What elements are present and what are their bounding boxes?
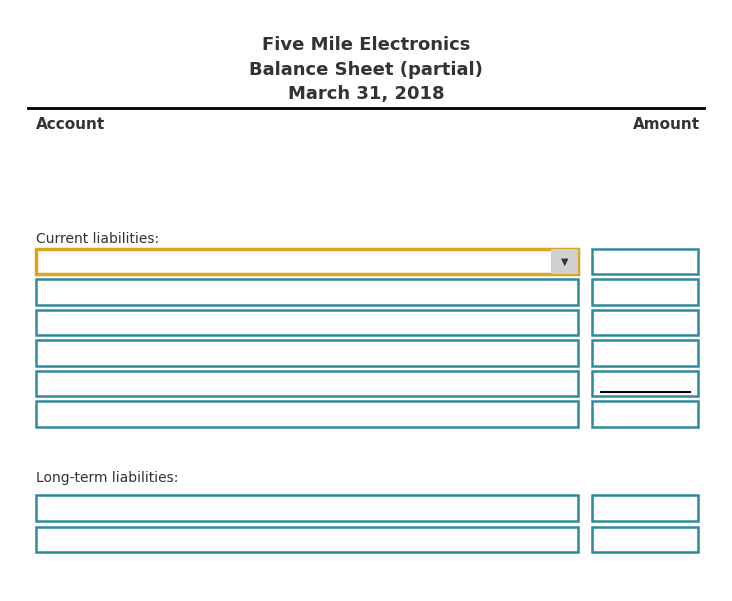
Text: Five Mile Electronics: Five Mile Electronics [262, 36, 470, 54]
Text: Balance Sheet (partial): Balance Sheet (partial) [249, 61, 483, 79]
Text: Account: Account [36, 117, 105, 132]
FancyBboxPatch shape [592, 401, 698, 427]
Text: Long-term liabilities:: Long-term liabilities: [36, 471, 178, 485]
Text: March 31, 2018: March 31, 2018 [288, 85, 444, 103]
FancyBboxPatch shape [36, 249, 578, 274]
FancyBboxPatch shape [592, 310, 698, 335]
FancyBboxPatch shape [36, 495, 578, 520]
FancyBboxPatch shape [36, 340, 578, 365]
FancyBboxPatch shape [36, 371, 578, 396]
FancyBboxPatch shape [592, 526, 698, 552]
Bar [551, 249, 578, 274]
FancyBboxPatch shape [36, 279, 578, 305]
Text: Amount: Amount [632, 117, 700, 132]
FancyBboxPatch shape [592, 340, 698, 365]
FancyBboxPatch shape [592, 249, 698, 274]
Text: Current liabilities:: Current liabilities: [36, 232, 159, 246]
Text: ▼: ▼ [561, 257, 568, 266]
FancyBboxPatch shape [36, 401, 578, 427]
FancyBboxPatch shape [36, 310, 578, 335]
FancyBboxPatch shape [592, 495, 698, 520]
FancyBboxPatch shape [36, 526, 578, 552]
FancyBboxPatch shape [592, 371, 698, 396]
FancyBboxPatch shape [592, 279, 698, 305]
